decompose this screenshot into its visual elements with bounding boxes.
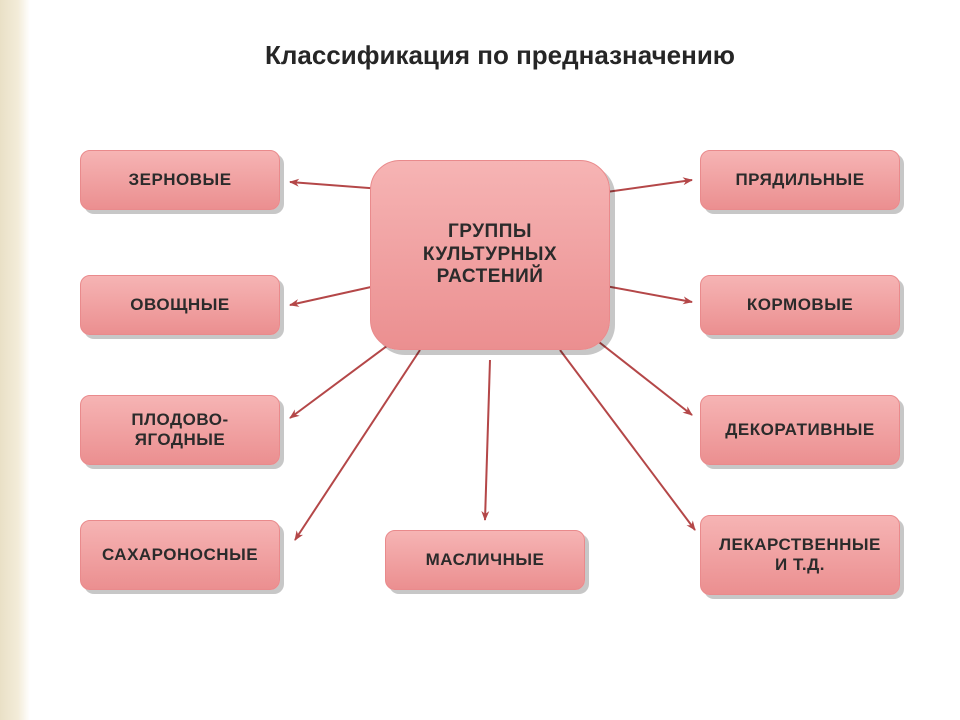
leaf-node-n6: ПРЯДИЛЬНЫЕ (700, 150, 900, 210)
leaf-node-n2: ОВОЩНЫЕ (80, 275, 280, 335)
connector-arrow (590, 335, 692, 415)
leaf-node-n3: ПЛОДОВО-ЯГОДНЫЕ (80, 395, 280, 465)
center-label: ГРУППЫ КУЛЬТУРНЫХ РАСТЕНИЙ (381, 221, 599, 289)
leaf-label: ЗЕРНОВЫЕ (128, 170, 231, 190)
connector-arrow (290, 285, 380, 305)
connector-arrow (485, 360, 490, 520)
leaf-label: МАСЛИЧНЫЕ (426, 550, 545, 570)
diagram-title: Классификация по предназначению (150, 40, 850, 71)
center-node: ГРУППЫ КУЛЬТУРНЫХ РАСТЕНИЙ (370, 160, 610, 350)
connector-arrow (600, 285, 692, 302)
leaf-node-n8: ДЕКОРАТИВНЫЕ (700, 395, 900, 465)
leaf-label: ОВОЩНЫЕ (130, 295, 229, 315)
connector-arrow (295, 350, 420, 540)
connector-arrow (560, 350, 695, 530)
connector-arrow (290, 340, 395, 418)
leaf-label: САХАРОНОСНЫЕ (102, 545, 258, 565)
leaf-node-n9: ЛЕКАРСТВЕННЫЕ И Т.Д. (700, 515, 900, 595)
connector-layer (0, 0, 960, 720)
leaf-node-n7: КОРМОВЫЕ (700, 275, 900, 335)
leaf-label: ДЕКОРАТИВНЫЕ (725, 420, 874, 440)
leaf-node-n5: МАСЛИЧНЫЕ (385, 530, 585, 590)
leaf-label: ЛЕКАРСТВЕННЫЕ И Т.Д. (711, 535, 889, 576)
leaf-node-n4: САХАРОНОСНЫЕ (80, 520, 280, 590)
leaf-label: ПЛОДОВО-ЯГОДНЫЕ (91, 410, 269, 451)
decorative-sidebar (0, 0, 30, 720)
leaf-node-n1: ЗЕРНОВЫЕ (80, 150, 280, 210)
leaf-label: КОРМОВЫЕ (747, 295, 853, 315)
leaf-label: ПРЯДИЛЬНЫЕ (735, 170, 864, 190)
